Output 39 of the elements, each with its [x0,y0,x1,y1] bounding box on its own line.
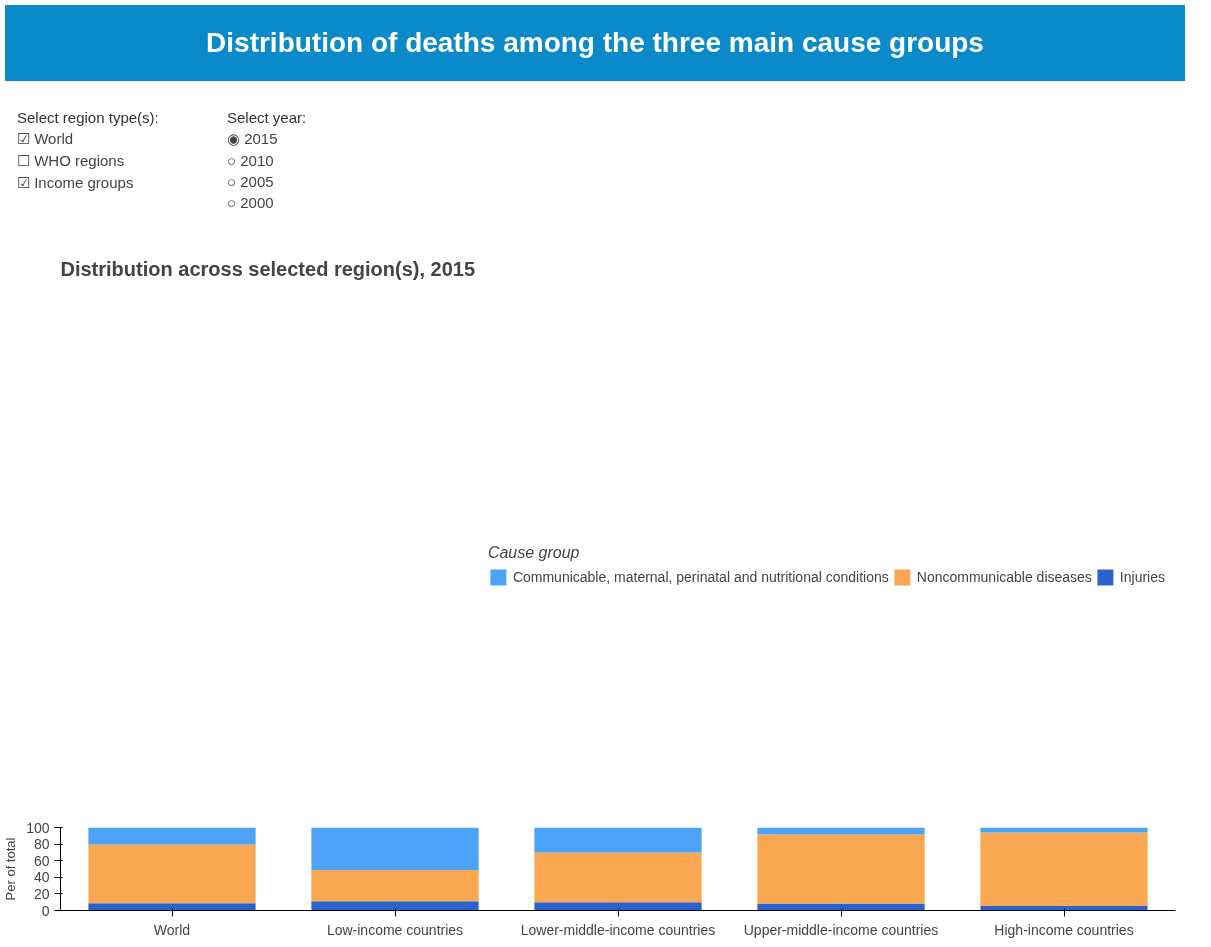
y-tick-label: 80 [33,836,50,853]
text: ○ 2005 [227,173,275,190]
text: Select region type(s): [17,109,160,126]
x-tick-label: Lower-middle-income countries [520,921,716,938]
bar [534,902,702,911]
x-tick-label: World [153,921,191,938]
bar [88,903,256,911]
y-tick-label: 100 [26,819,50,836]
text: ○ 2010 [227,152,275,169]
y-axis-title: Per of total [3,837,19,901]
legend-label: Injuries [1119,569,1165,585]
legend-label: Communicable, maternal, perinatal and nutritional conditions [512,569,889,585]
bar [534,852,702,903]
bar [980,827,1148,833]
x-tick-label: Low-income countries [326,921,464,938]
text: ☑ Income groups [17,174,135,192]
text: Select year: [227,109,308,126]
text: ☐ WHO regions [17,152,126,170]
legend-title: Cause group [487,544,581,562]
bar [980,832,1148,906]
bar [88,844,256,904]
bar [311,870,479,902]
bar [757,834,925,904]
bar [311,901,479,911]
legend-label: Noncommunicable diseases [916,569,1092,585]
bar [534,827,702,853]
x-tick-label: High-income countries [994,921,1134,938]
bar [88,827,256,845]
x-tick-label: Upper-middle-income countries [743,921,939,938]
y-tick-label: 20 [33,885,50,902]
text: ◉ 2015 [227,130,279,148]
bar [311,827,479,871]
text: ○ 2000 [227,194,275,211]
text: ☑ World [17,130,75,148]
chart-subtitle: Distribution across selected region(s), 2015 [60,257,476,280]
y-tick-label: 40 [33,869,50,886]
y-tick-label: 60 [33,852,50,869]
chart-title: Distribution of deaths among the three main cause groups [5,5,1185,81]
y-tick-label: 0 [41,902,50,919]
